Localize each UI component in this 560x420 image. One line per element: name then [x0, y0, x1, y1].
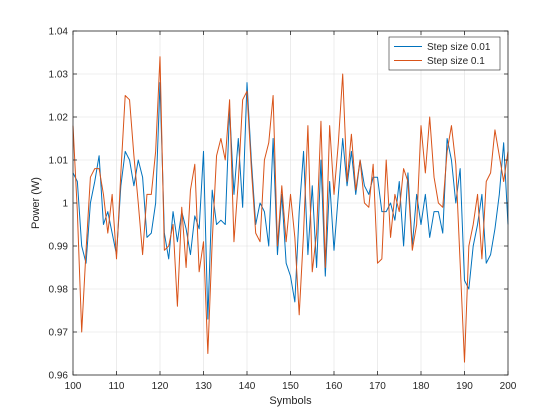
ticks — [72, 30, 509, 376]
x-tick-label: 120 — [152, 381, 169, 392]
y-tick-label: 1.02 — [49, 113, 69, 124]
tick-labels: 100 110 120 130 140 150 160 170 180 190 200 0.96 0.9… — [49, 27, 517, 393]
x-tick-label: 110 — [109, 381, 125, 392]
x-tick-label: 170 — [369, 381, 386, 392]
legend-label-series-2: Step size 0.1 — [427, 56, 485, 67]
series-line-2 — [72, 56, 509, 363]
y-tick-label: 1.01 — [49, 156, 69, 167]
y-tick-label: 0.96 — [49, 371, 69, 382]
y-tick-label: 0.99 — [49, 242, 69, 253]
legend-box — [388, 36, 501, 71]
legend: Step size 0.01 Step size 0.1 — [388, 36, 501, 71]
y-tick-label: 0.98 — [49, 285, 69, 296]
x-axis-label: Symbols — [269, 395, 312, 407]
y-axis-label: Power (W) — [30, 177, 42, 229]
legend-label-series-1: Step size 0.01 — [427, 42, 491, 53]
y-tick-label: 1 — [62, 199, 68, 210]
x-tick-label: 100 — [65, 381, 82, 392]
x-tick-label: 160 — [326, 381, 343, 392]
series-layer — [72, 56, 509, 363]
y-tick-label: 1.04 — [49, 27, 69, 38]
x-tick-label: 200 — [500, 381, 517, 392]
y-tick-label: 0.97 — [49, 328, 69, 339]
x-tick-label: 180 — [413, 381, 430, 392]
x-tick-label: 150 — [282, 381, 299, 392]
x-tick-label: 140 — [239, 381, 256, 392]
y-tick-label: 1.03 — [49, 70, 69, 81]
x-tick-label: 130 — [195, 381, 212, 392]
x-tick-label: 190 — [456, 381, 473, 392]
